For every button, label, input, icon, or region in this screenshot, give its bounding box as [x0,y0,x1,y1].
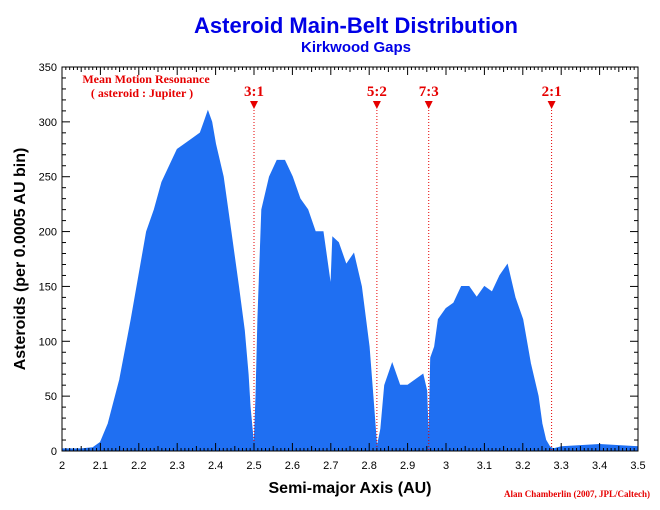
y-tick-label: 100 [39,336,57,348]
x-tick-label: 2.1 [93,460,108,472]
x-tick-label: 3.1 [477,460,492,472]
x-tick-label: 3 [443,460,449,472]
x-tick-label: 2.5 [246,460,261,472]
x-axis-label: Semi-major Axis (AU) [269,480,432,497]
resonance-label-3: 2:1 [542,84,562,100]
x-tick-label: 2.8 [362,460,377,472]
resonance-label-2: 7:3 [419,84,439,100]
y-axis-label: Asteroids (per 0.0005 AU bin) [12,148,29,371]
resonance-markers: 3:1 5:2 7:3 2:1 [244,84,562,451]
histogram-area-layer [61,109,639,452]
y-tick-label: 50 [45,391,57,403]
chart-subtitle: Kirkwood Gaps [301,39,411,56]
resonance-annotation-line2: ( asteroid : Jupiter ) [91,86,193,100]
chart-title: Asteroid Main-Belt Distribution [194,13,518,38]
distribution-area [61,109,639,452]
y-tick-label: 350 [39,62,57,74]
y-tick-label: 250 [39,172,57,184]
resonance-marker-3 [547,101,556,109]
resonance-marker-0 [250,101,258,109]
x-tick-label: 2.3 [170,460,185,472]
x-tick-label: 2.9 [400,460,415,472]
x-tick-label: 3.3 [554,460,569,472]
x-tick-label: 3.5 [630,460,645,472]
y-tick-label: 200 [39,227,57,239]
x-tick-label: 3.4 [592,460,607,472]
x-tick-label: 2 [59,460,65,472]
x-tick-label: 2.2 [131,460,146,472]
x-tick-label: 2.6 [285,460,300,472]
x-tick-label: 3.2 [515,460,530,472]
resonance-marker-2 [424,101,433,109]
x-tick-label: 2.4 [208,460,223,472]
resonance-annotation-line1: Mean Motion Resonance [82,72,210,86]
resonance-marker-1 [372,101,381,109]
y-tick-label: 150 [39,281,57,293]
x-tick-label: 2.7 [323,460,338,472]
resonance-label-1: 5:2 [367,84,387,100]
axis-ticks: 2 2.1 2.2 2.3 2.4 2.5 2.6 2.7 2.8 2.9 3 3.1 3.2 3.3 3.… [39,62,646,472]
y-tick-label: 0 [51,446,57,458]
resonance-label-0: 3:1 [244,84,264,100]
y-tick-label: 300 [39,117,57,129]
credit-text: Alan Chamberlin (2007, JPL/Caltech) [504,489,650,499]
